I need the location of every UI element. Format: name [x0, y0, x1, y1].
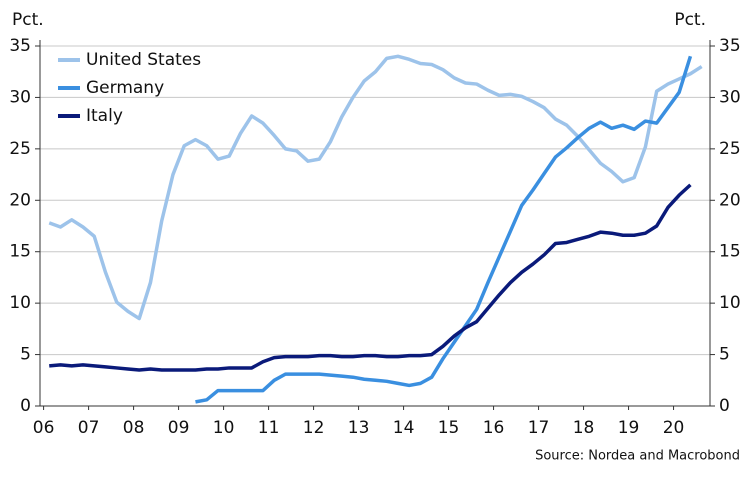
x-tick-label: 18 — [573, 418, 595, 438]
x-tick-label: 20 — [663, 418, 685, 438]
y2-tick-label: 20 — [719, 190, 741, 210]
source: Source: Nordea and Macrobond — [535, 449, 740, 464]
y-tick-label: 5 — [20, 345, 31, 365]
y-tick-label: 10 — [9, 293, 31, 313]
x-tick-label: 14 — [393, 418, 415, 438]
legend-label: United States — [86, 50, 201, 70]
series-line — [48, 54, 703, 321]
x-tick-label: 17 — [528, 418, 550, 438]
x-tick-label: 07 — [78, 418, 100, 438]
x-tick-label: 13 — [348, 418, 370, 438]
y-tick-label: 15 — [9, 242, 31, 262]
y-tick-label: 20 — [9, 190, 31, 210]
legend-label: Germany — [86, 78, 164, 98]
y2-tick-label: 15 — [719, 242, 741, 262]
y2-tick-label: 10 — [719, 293, 741, 313]
y-tick-label: 0 — [20, 396, 31, 416]
y2-tick-label: 5 — [719, 345, 730, 365]
x-tick-label: 12 — [303, 418, 325, 438]
x-tick-label: 15 — [438, 418, 460, 438]
y-tick-label: 35 — [9, 36, 31, 56]
x-tick-label: 19 — [618, 418, 640, 438]
x-tick-label: 08 — [123, 418, 145, 438]
x-tick-label: 16 — [483, 418, 505, 438]
y2-tick-label: 0 — [719, 396, 730, 416]
y2-axis-label: Pct. — [674, 10, 706, 30]
y-tick-label: 30 — [9, 87, 31, 107]
y-tick-label: 25 — [9, 139, 31, 159]
x-tick-label: 10 — [213, 418, 235, 438]
x-tick-label: 09 — [168, 418, 190, 438]
y2-tick-label: 25 — [719, 139, 741, 159]
series-line — [195, 55, 693, 404]
legend-label: Italy — [86, 106, 123, 126]
y2-tick-label: 35 — [719, 36, 741, 56]
y-axis-label: Pct. — [12, 10, 44, 30]
series-line — [49, 183, 692, 372]
x-tick-label: 06 — [33, 418, 55, 438]
y2-tick-label: 30 — [719, 87, 741, 107]
x-tick-label: 11 — [258, 418, 280, 438]
